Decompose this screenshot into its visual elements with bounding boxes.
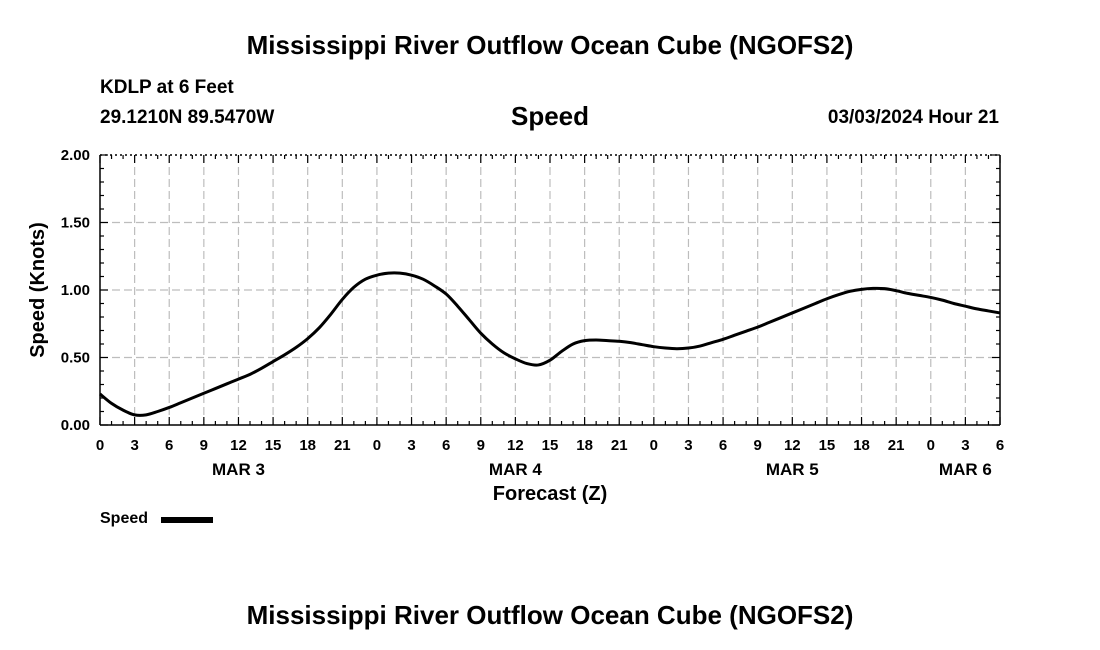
x-tick-label: 0: [650, 437, 658, 454]
x-tick-label: 6: [719, 437, 727, 454]
legend-label: Speed: [100, 510, 149, 527]
x-tick-label: 3: [130, 437, 138, 454]
y-tick-label: 0.50: [61, 350, 90, 367]
x-tick-label: 21: [334, 437, 351, 454]
x-tick-label: 6: [996, 437, 1004, 454]
footer-title: Mississippi River Outflow Ocean Cube (NG…: [246, 600, 854, 630]
x-tick-label: 12: [230, 437, 247, 454]
x-tick-label: 12: [784, 437, 801, 454]
y-tick-label: 2.00: [61, 147, 90, 164]
x-tick-label: 21: [611, 437, 628, 454]
chart-title: Mississippi River Outflow Ocean Cube (NG…: [246, 30, 854, 60]
x-tick-label: 15: [819, 437, 836, 454]
x-tick-label: 15: [542, 437, 559, 454]
x-tick-label: 21: [888, 437, 905, 454]
tick-labels: 0 3 6 9 12 15 18 21 0 3 6 9 12 15 18 21 0 3 6 9 12 15 18 21 0 3 6 0…: [61, 147, 1004, 479]
station-coordinates: 29.1210N 89.5470W: [100, 107, 275, 128]
y-tick-label: 0.00: [61, 417, 90, 434]
x-tick-label: 3: [407, 437, 415, 454]
y-tick-label: 1.50: [61, 215, 90, 232]
series-layer: [99, 271, 1001, 417]
x-tick-label: 18: [853, 437, 870, 454]
station-name: KDLP at 6 Feet: [100, 77, 234, 98]
forecast-datetime: 03/03/2024 Hour 21: [827, 107, 999, 128]
x-tick-label: 18: [299, 437, 316, 454]
date-label: MAR 3: [212, 460, 265, 479]
x-tick-label: 18: [576, 437, 593, 454]
x-tick-label: 9: [200, 437, 208, 454]
x-tick-label: 9: [754, 437, 762, 454]
x-tick-label: 6: [165, 437, 173, 454]
date-label: MAR 6: [939, 460, 992, 479]
legend-swatch: [161, 517, 213, 523]
x-tick-label: 15: [265, 437, 282, 454]
x-axis-label: Forecast (Z): [493, 483, 607, 505]
date-label: MAR 4: [489, 460, 542, 479]
x-tick-label: 6: [442, 437, 450, 454]
x-tick-label: 0: [96, 437, 104, 454]
x-tick-label: 0: [373, 437, 381, 454]
variable-title: Speed: [510, 101, 590, 131]
date-label: MAR 5: [766, 460, 819, 479]
y-axis-label: Speed (Knots): [27, 222, 49, 358]
speed-chart: 0 3 6 9 12 15 18 21 0 3 6 9 12 15 18 21 0 3 6 9 12 15 18 21 0 3 6 0…: [27, 147, 1004, 505]
axes: [99, 154, 1001, 426]
x-tick-label: 12: [507, 437, 524, 454]
x-tick-label: 9: [477, 437, 485, 454]
x-tick-label: 3: [684, 437, 692, 454]
speed-series-line: [99, 271, 1001, 417]
x-tick-label: 0: [927, 437, 935, 454]
y-tick-label: 1.00: [61, 282, 90, 299]
x-tick-label: 3: [961, 437, 969, 454]
